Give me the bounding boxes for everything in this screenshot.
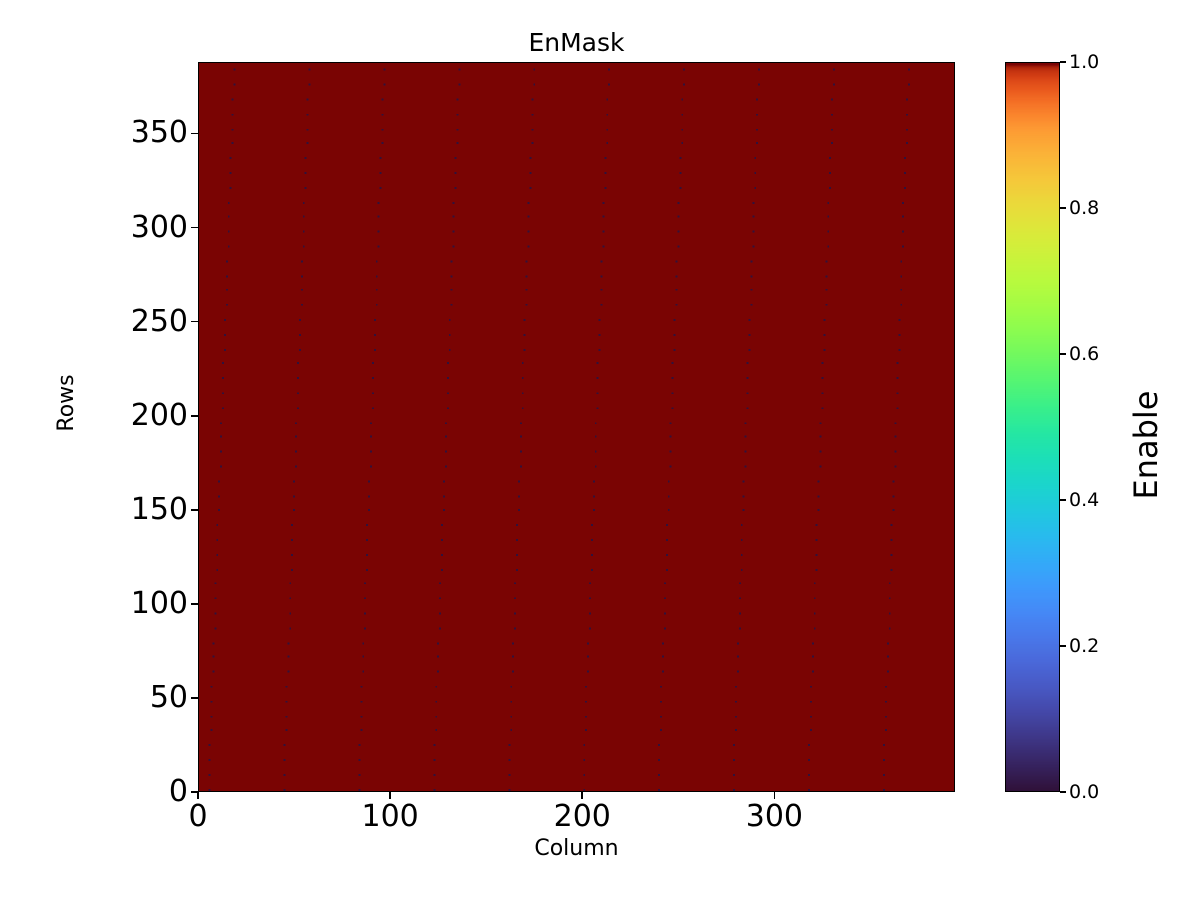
y-tick-label: 0	[168, 774, 188, 809]
colorbar-tick-mark	[1060, 791, 1066, 793]
y-tick-mark	[191, 414, 198, 417]
y-tick-label: 200	[130, 397, 188, 433]
x-tick-label: 300	[745, 799, 804, 834]
y-tick-label: 150	[130, 491, 188, 527]
y-tick-mark	[191, 320, 198, 323]
y-tick-label: 50	[149, 679, 188, 715]
colorbar-tick-label: 0.2	[1069, 635, 1100, 657]
colorbar-label: Enable	[1127, 390, 1165, 500]
colorbar-tick-label: 0.8	[1069, 197, 1100, 219]
y-tick-label: 250	[130, 303, 188, 339]
colorbar-tick-mark	[1060, 353, 1066, 355]
x-tick-label: 0	[188, 799, 208, 834]
heatmap-image	[199, 63, 954, 791]
colorbar[interactable]	[1005, 62, 1060, 792]
x-tick-mark	[581, 792, 584, 799]
colorbar-tick-mark	[1060, 207, 1066, 209]
y-tick-mark	[191, 791, 198, 793]
y-tick-mark	[191, 226, 198, 229]
x-tick-label: 100	[361, 799, 419, 834]
colorbar-gradient	[1006, 63, 1059, 791]
colorbar-tick-mark	[1060, 61, 1066, 63]
x-tick-mark	[773, 792, 776, 799]
colorbar-tick-mark	[1060, 645, 1066, 647]
x-tick-mark	[197, 792, 199, 799]
x-axis-label: Column	[534, 836, 619, 861]
heatmap-axes[interactable]	[198, 62, 955, 792]
y-tick-mark	[191, 697, 198, 699]
colorbar-tick-label: 0.4	[1069, 489, 1100, 511]
y-tick-mark	[191, 132, 198, 135]
y-tick-mark	[191, 508, 198, 511]
y-tick-label: 350	[130, 115, 188, 151]
y-tick-mark	[191, 603, 198, 605]
colorbar-tick-label: 0.6	[1069, 343, 1100, 365]
x-tick-label: 200	[553, 799, 611, 834]
x-tick-mark	[389, 792, 391, 799]
colorbar-tick-label: 1.0	[1069, 51, 1100, 73]
y-tick-label: 100	[130, 585, 188, 621]
y-axis-label: Rows	[54, 374, 79, 432]
colorbar-tick-mark	[1060, 499, 1066, 501]
colorbar-tick-label: 0.0	[1069, 781, 1100, 803]
page-title: EnMask	[528, 28, 625, 57]
y-tick-label: 300	[130, 209, 188, 245]
